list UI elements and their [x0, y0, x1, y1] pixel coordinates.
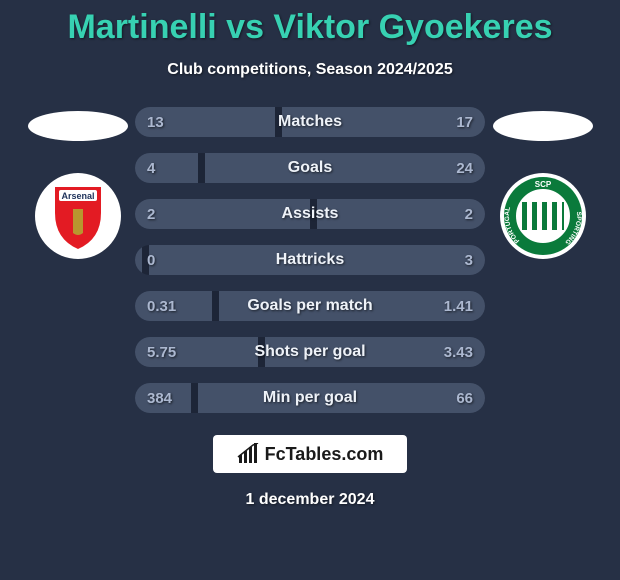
- brand-box: FcTables.com: [213, 435, 408, 473]
- stat-value-right: 2: [465, 199, 473, 229]
- right-player-oval: [493, 111, 593, 141]
- stat-value-left: 4: [147, 153, 155, 183]
- sporting-crest-icon: SPORTING PORTUGAL SCP: [500, 173, 586, 259]
- stat-value-right: 3.43: [444, 337, 473, 367]
- stat-value-left: 0.31: [147, 291, 176, 321]
- svg-text:Arsenal: Arsenal: [61, 191, 94, 201]
- comparison-panel: Arsenal 13 17Matches 4 24Goals 2 2Assists 0 3Ha…: [0, 107, 620, 413]
- right-side: SPORTING PORTUGAL SCP: [485, 107, 600, 259]
- left-side: Arsenal: [20, 107, 135, 259]
- stat-value-right: 3: [465, 245, 473, 275]
- stat-value-left: 5.75: [147, 337, 176, 367]
- svg-text:SCP: SCP: [534, 180, 551, 189]
- stats-bars: 1317Matches424Goals22Assists03Hattricks0…: [135, 107, 485, 413]
- stat-label: Goals per match: [135, 291, 485, 321]
- arsenal-crest-icon: Arsenal: [35, 173, 121, 259]
- stat-value-right: 1.41: [444, 291, 473, 321]
- stat-label: Assists: [135, 199, 485, 229]
- stat-label: Hattricks: [135, 245, 485, 275]
- stat-label: Goals: [135, 153, 485, 183]
- stat-value-right: 24: [456, 153, 473, 183]
- brand-label: FcTables.com: [265, 444, 384, 465]
- date-label: 1 december 2024: [246, 491, 375, 509]
- stat-row: 0.31 1.41Goals per match: [135, 291, 485, 321]
- stat-row: 2 2Assists: [135, 199, 485, 229]
- stat-label: Shots per goal: [135, 337, 485, 367]
- stat-label: Min per goal: [135, 383, 485, 413]
- subtitle: Club competitions, Season 2024/2025: [0, 61, 620, 79]
- stat-value-left: 384: [147, 383, 172, 413]
- stat-row: 13 17Matches: [135, 107, 485, 137]
- stat-row: 4 24Goals: [135, 153, 485, 183]
- stat-value-left: 0: [147, 245, 155, 275]
- stat-label: Matches: [135, 107, 485, 137]
- brand-chart-icon: [237, 443, 259, 465]
- left-player-oval: [28, 111, 128, 141]
- stat-value-right: 17: [456, 107, 473, 137]
- footer: FcTables.com 1 december 2024: [0, 435, 620, 509]
- stat-value-left: 2: [147, 199, 155, 229]
- stat-value-right: 66: [456, 383, 473, 413]
- right-team-crest: SPORTING PORTUGAL SCP: [500, 173, 586, 259]
- stat-row: 384 66Min per goal: [135, 383, 485, 413]
- page-title: Martinelli vs Viktor Gyoekeres: [0, 0, 620, 47]
- stat-row: 5.75 3.43Shots per goal: [135, 337, 485, 367]
- stat-value-left: 13: [147, 107, 164, 137]
- left-team-crest: Arsenal: [35, 173, 121, 259]
- stat-row: 0 3Hattricks: [135, 245, 485, 275]
